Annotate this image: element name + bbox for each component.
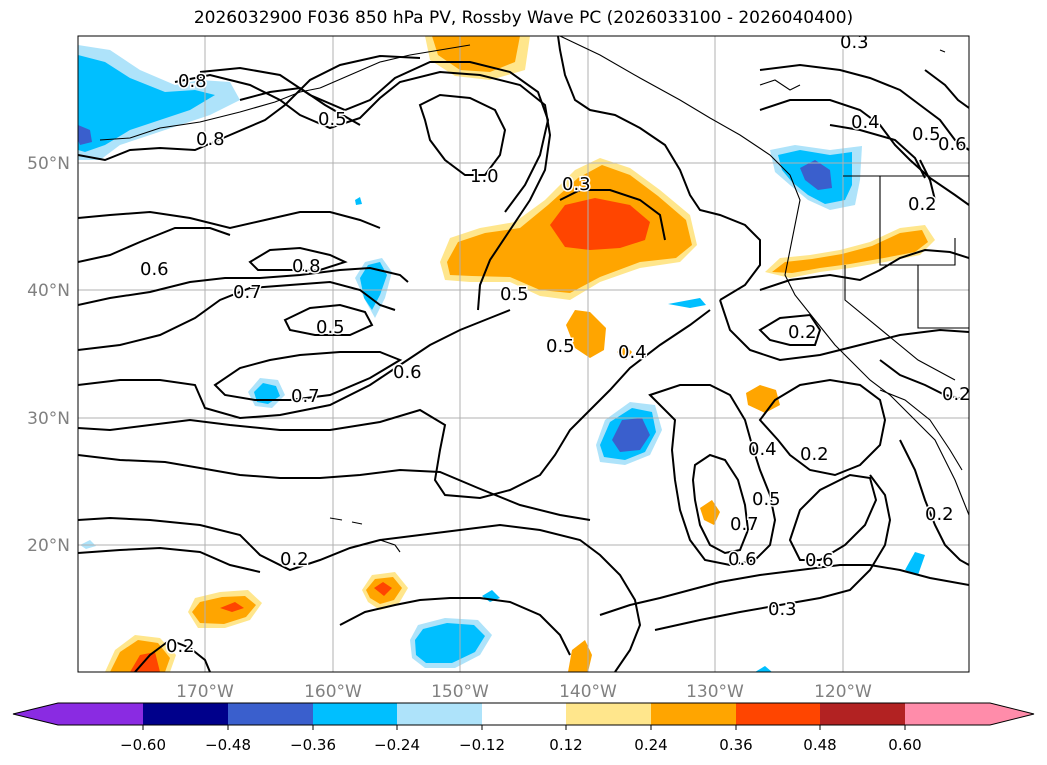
contour-label: 0.8 [178, 71, 207, 92]
contour-label: 0.2 [942, 384, 971, 405]
shade-blob [568, 640, 592, 672]
colorbar-segment [397, 703, 482, 725]
colorbar-tick-label: −0.48 [205, 736, 251, 754]
colorbar-segment [905, 703, 990, 725]
shade-blob [355, 197, 362, 205]
shade-blob [192, 596, 256, 624]
contour-label: 0.2 [280, 549, 309, 570]
lon-label-150w: 150°W [431, 682, 489, 702]
shade-blob [612, 418, 650, 452]
shade-blob [415, 623, 485, 663]
contour-label: 0.4 [851, 112, 880, 133]
pv-contours [78, 36, 969, 672]
colorbar-segment [228, 703, 313, 725]
shade-blob [668, 298, 706, 308]
contour-labels: 0.8 0.5 0.8 1.0 0.3 0.3 0.4 0.5 0.6 0.2 … [139, 32, 971, 659]
colorbar-upper-arrow [990, 703, 1034, 725]
contour-label: 0.4 [618, 342, 647, 363]
colorbar-segment [58, 703, 143, 725]
lat-label-50n: 50°N [27, 154, 70, 174]
contour-label: 0.2 [166, 636, 195, 657]
shade-blob [360, 262, 387, 310]
contour-label: 0.2 [788, 322, 817, 343]
colorbar-tick-label: 0.36 [719, 736, 752, 754]
contour-label: 0.2 [908, 194, 937, 215]
colorbar-tick-label: 0.60 [888, 736, 921, 754]
contour-label: 0.3 [840, 32, 869, 53]
colorbar-segment [143, 703, 228, 725]
colorbar-tick-label: −0.60 [120, 736, 166, 754]
contour-label: 0.6 [938, 134, 967, 155]
colorbar-segment [736, 703, 820, 725]
colorbar-segment [566, 703, 651, 725]
contour-label: 0.6 [805, 550, 834, 571]
shade-blob [566, 310, 606, 358]
lat-label-40n: 40°N [27, 281, 70, 301]
shade-blob [905, 552, 925, 575]
lat-label-20n: 20°N [27, 536, 70, 556]
colorbar-tick-label: 0.12 [549, 736, 582, 754]
colorbar-segment [482, 703, 566, 725]
shade-blob [617, 345, 632, 360]
contour-label: 0.4 [748, 439, 777, 460]
lat-label-30n: 30°N [27, 409, 70, 429]
colorbar: −0.60 −0.48 −0.36 −0.24 −0.12 0.12 0.24 … [12, 702, 1035, 754]
lon-label-130w: 130°W [686, 682, 744, 702]
colorbar-segment [313, 703, 397, 725]
figure-title: 2026032900 F036 850 hPa PV, Rossby Wave … [193, 8, 854, 28]
contour-label: 0.3 [768, 599, 797, 620]
shade-blob [254, 383, 280, 404]
longitude-labels: 170°W 160°W 150°W 140°W 130°W 120°W [176, 682, 872, 702]
contour-label: 0.6 [393, 362, 422, 383]
lon-label-120w: 120°W [814, 682, 872, 702]
colorbar-segment [820, 703, 905, 725]
contour-label: 0.5 [546, 336, 575, 357]
shade-blob [220, 602, 244, 612]
shade-blob [78, 55, 215, 152]
shade-blob [772, 230, 928, 273]
contour-label: 0.6 [140, 259, 169, 280]
map-frame [77, 35, 970, 673]
contour-label: 0.7 [233, 282, 262, 303]
shade-blob [755, 666, 772, 672]
colorbar-tick-label: 0.48 [803, 736, 836, 754]
latitude-labels: 50°N 40°N 30°N 20°N [27, 154, 70, 556]
contour-label: 0.2 [925, 504, 954, 525]
lon-label-140w: 140°W [559, 682, 617, 702]
colorbar-tick-label: 0.24 [634, 736, 667, 754]
contour-label: 0.6 [728, 549, 757, 570]
contour-label: 0.8 [196, 129, 225, 150]
contour-label: 0.2 [800, 444, 829, 465]
coastlines [99, 36, 969, 553]
map-area: 0.8 0.5 0.8 1.0 0.3 0.3 0.4 0.5 0.6 0.2 … [78, 32, 971, 672]
contour-label: 0.7 [730, 514, 759, 535]
contour-label: 0.5 [316, 317, 345, 338]
shade-blob [78, 125, 92, 145]
contour-label: 0.3 [562, 174, 591, 195]
lon-label-170w: 170°W [176, 682, 234, 702]
colorbar-tick-label: −0.36 [290, 736, 336, 754]
colorbar-segment [651, 703, 736, 725]
contour-label: 0.7 [291, 386, 320, 407]
colorbar-lower-arrow [13, 703, 58, 725]
colorbar-tick-label: −0.24 [374, 736, 420, 754]
contour-label: 0.8 [292, 256, 321, 277]
shade-blob [374, 582, 392, 596]
contour-label: 1.0 [470, 166, 499, 187]
shade-blob [550, 198, 650, 250]
shade-blob [800, 160, 832, 190]
contour-label: 0.5 [500, 284, 529, 305]
colorbar-tick-label: −0.12 [459, 736, 505, 754]
contour-label: 0.5 [912, 124, 941, 145]
contour-label: 0.5 [318, 109, 347, 130]
lon-label-160w: 160°W [304, 682, 362, 702]
contour-label: 0.5 [752, 489, 781, 510]
